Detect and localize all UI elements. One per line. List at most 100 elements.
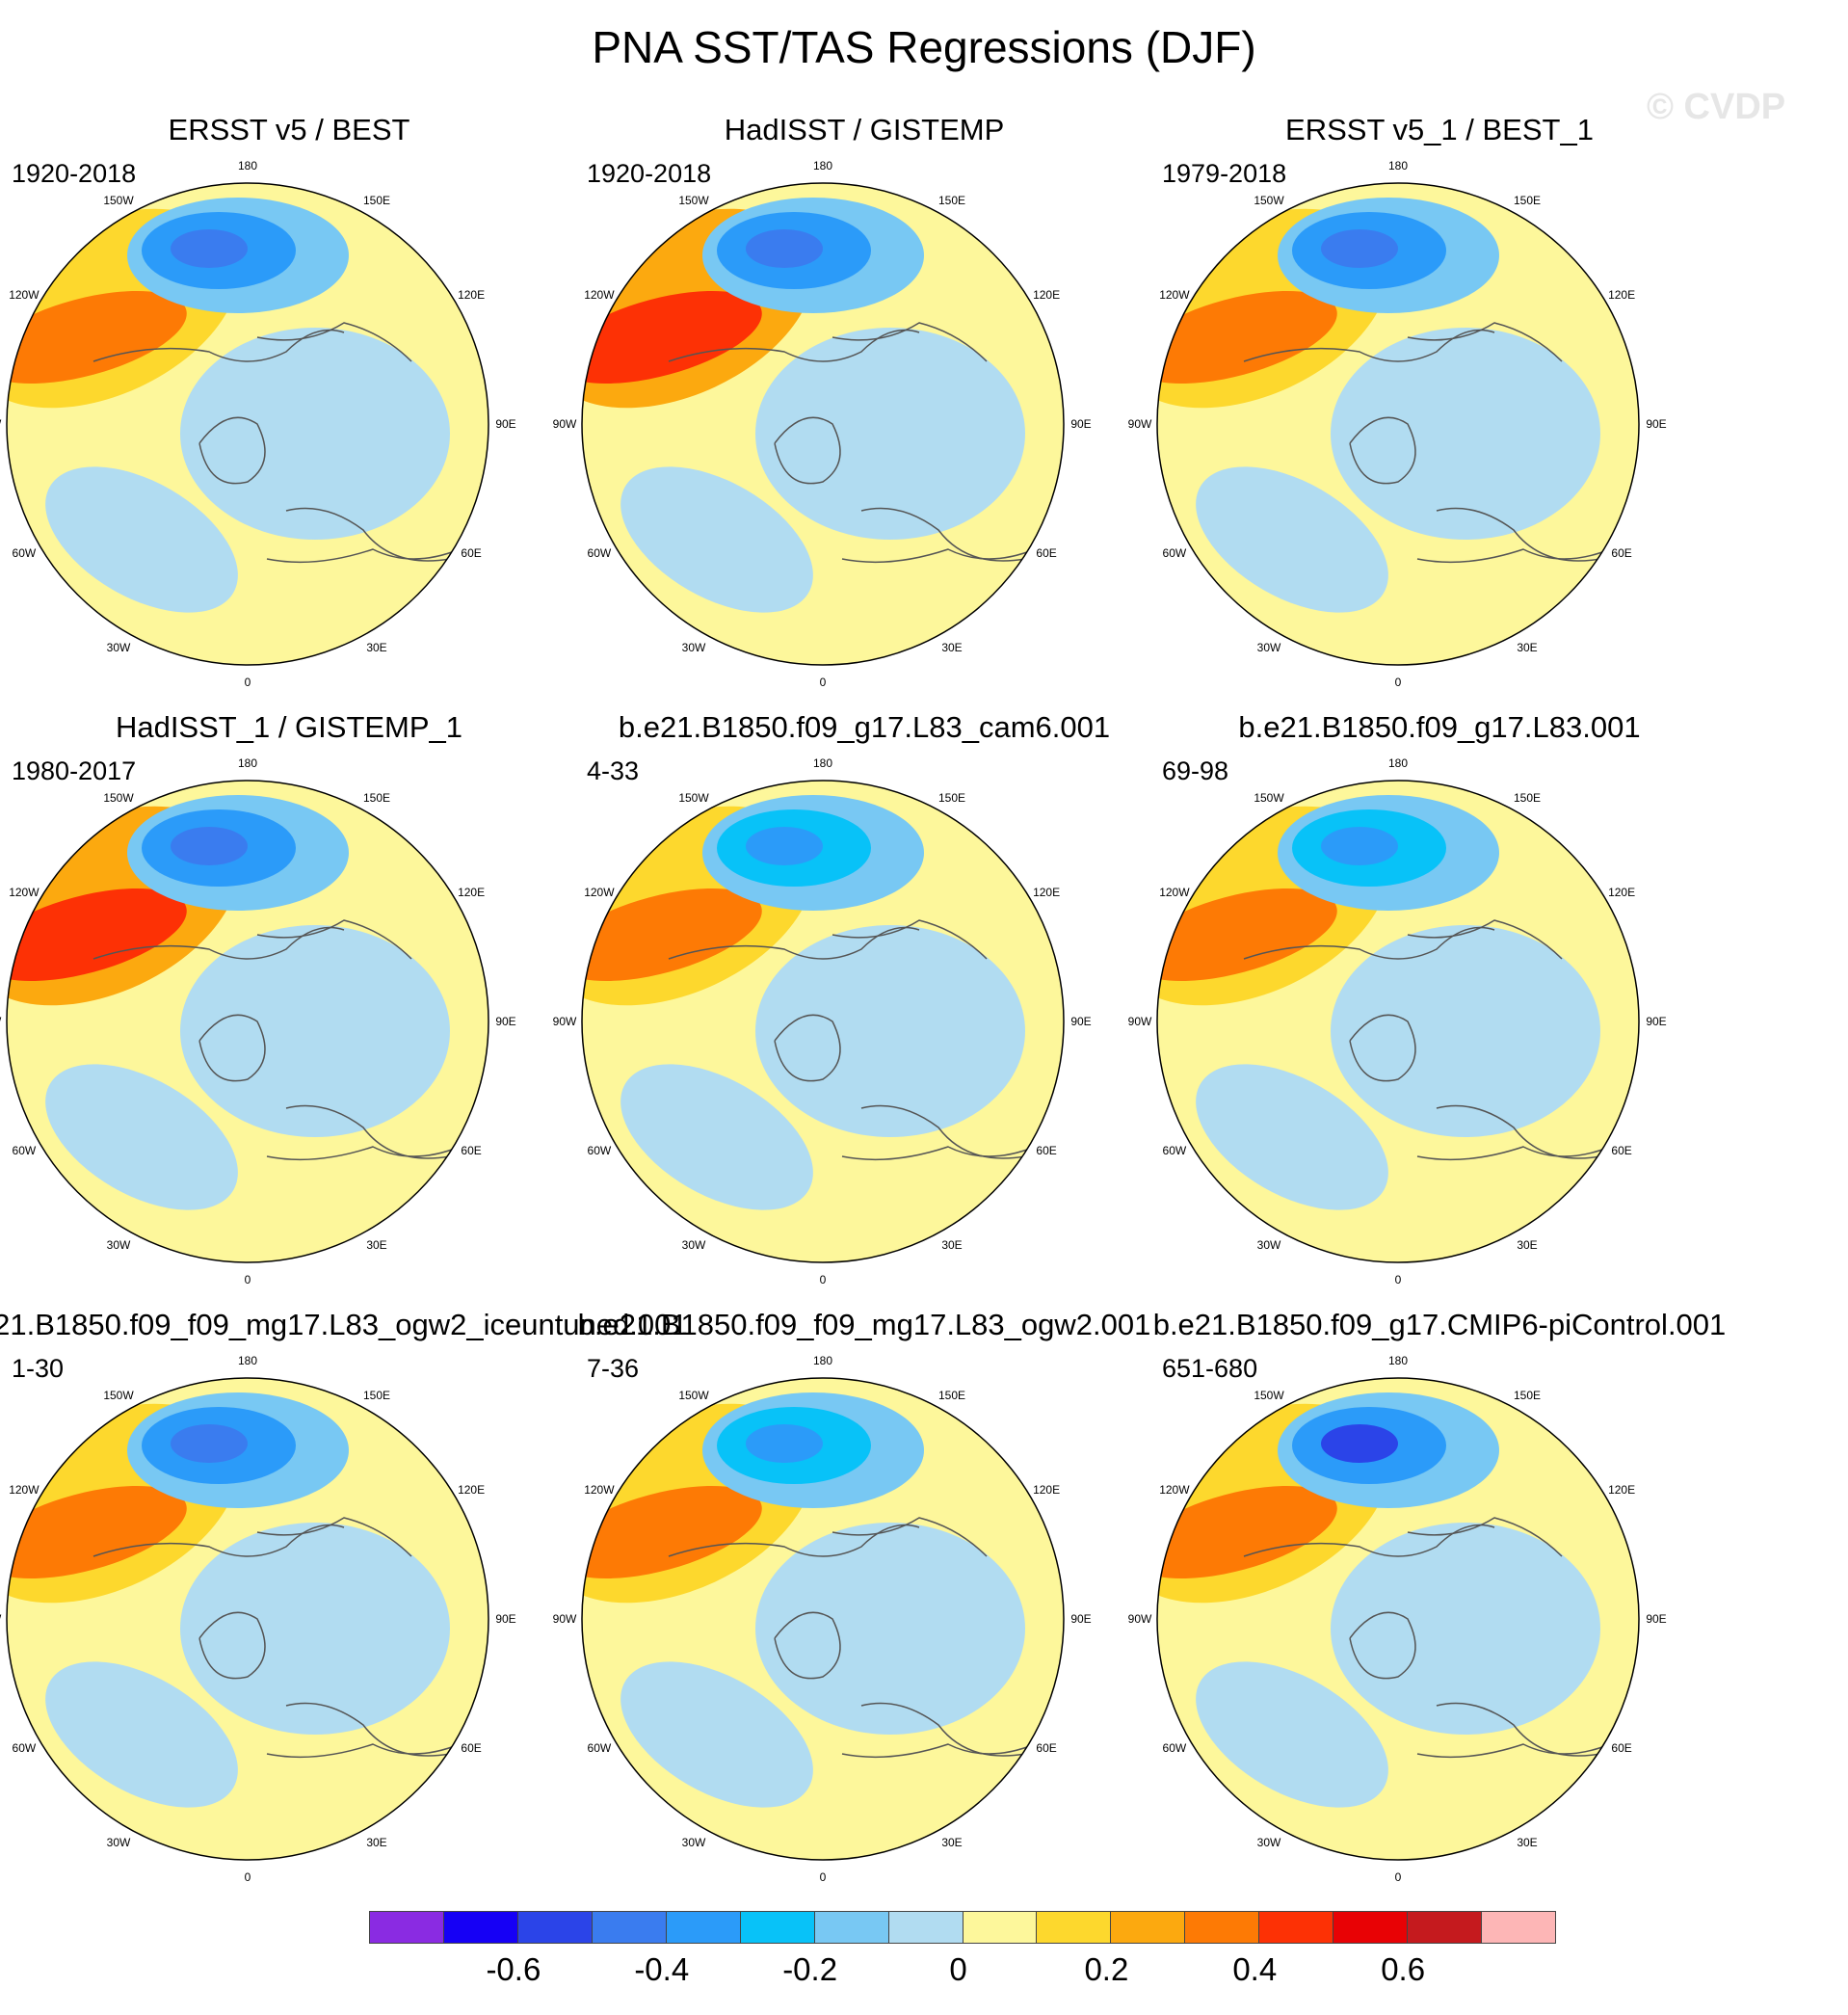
longitude-label: 60E xyxy=(1611,546,1632,560)
longitude-label: 30E xyxy=(1517,1836,1538,1850)
longitude-label: 30W xyxy=(681,1238,706,1253)
longitude-label: 150W xyxy=(678,193,709,207)
longitude-label: 120W xyxy=(584,886,615,899)
coastline xyxy=(198,1014,266,1082)
longitude-label: 60W xyxy=(587,1741,612,1755)
map-border xyxy=(581,1377,1065,1861)
colorbar-box xyxy=(369,1911,444,1944)
polar-map xyxy=(1156,182,1640,666)
longitude-label: 150E xyxy=(362,790,391,805)
longitude-label: 150E xyxy=(1513,193,1542,207)
map-border xyxy=(6,780,489,1263)
longitude-label: 120E xyxy=(1608,288,1636,302)
coastline xyxy=(198,416,266,485)
colorbar-tick-label: -0.2 xyxy=(782,1951,838,1987)
panel-title: b.e21.B1850.f09_g17.L83.001 xyxy=(1238,710,1641,744)
longitude-label: 90W xyxy=(1127,1612,1152,1626)
colorbar-box xyxy=(591,1911,667,1944)
coastline xyxy=(860,507,1026,562)
longitude-label: 30W xyxy=(1256,641,1281,655)
longitude-label: 30W xyxy=(106,641,131,655)
map-border xyxy=(581,182,1065,666)
coastline xyxy=(92,329,345,362)
map-border xyxy=(6,182,489,666)
colorbar-tick-label: 0 xyxy=(949,1951,967,1987)
longitude-label: 90W xyxy=(0,1612,1,1626)
longitude-label: 120E xyxy=(1033,886,1061,899)
colorbar-box xyxy=(1036,1911,1112,1944)
longitude-label: 30E xyxy=(941,641,963,655)
colorbar-box xyxy=(665,1911,741,1944)
coastline xyxy=(1243,926,1495,960)
longitude-label: 60E xyxy=(1036,1144,1057,1157)
coastline xyxy=(668,1524,920,1557)
longitude-label: 150W xyxy=(103,193,134,207)
coastline xyxy=(1349,416,1416,485)
colorbar-box xyxy=(516,1911,593,1944)
longitude-label: 90E xyxy=(1646,1015,1667,1028)
longitude-label: 150E xyxy=(1513,790,1542,805)
longitude-label: 30W xyxy=(106,1836,131,1850)
map-panel: HadISST_1 / GISTEMP_1 1980-2017 180 150E 120… xyxy=(0,710,578,1308)
panel-title: ERSST v5 / BEST xyxy=(168,113,410,146)
longitude-label: 90W xyxy=(552,417,577,431)
longitude-label: 150E xyxy=(362,1388,391,1402)
longitude-label: 0 xyxy=(819,1273,827,1286)
longitude-label: 90E xyxy=(1646,1612,1667,1626)
longitude-label: 30W xyxy=(681,641,706,655)
longitude-label: 120E xyxy=(458,1483,486,1497)
longitude-label: 90E xyxy=(1070,417,1092,431)
colorbar-tick-label: 0.4 xyxy=(1232,1951,1278,1987)
longitude-label: 150W xyxy=(103,790,134,805)
longitude-label: 120W xyxy=(1159,886,1190,899)
map-border xyxy=(1156,780,1640,1263)
longitude-label: 60E xyxy=(461,1144,482,1157)
longitude-label: 120E xyxy=(1033,1483,1061,1497)
longitude-label: 30W xyxy=(1256,1238,1281,1253)
longitude-label: 60W xyxy=(1162,1741,1187,1755)
polar-map xyxy=(581,182,1065,666)
longitude-label: 90W xyxy=(0,1015,1,1028)
longitude-label: 60E xyxy=(1036,546,1057,560)
longitude-label: 180 xyxy=(812,1354,833,1367)
longitude-label: 60W xyxy=(587,1144,612,1157)
longitude-label: 0 xyxy=(1394,1870,1402,1884)
longitude-label: 150W xyxy=(678,1388,709,1402)
longitude-label: 180 xyxy=(1387,1354,1409,1367)
longitude-label: 30E xyxy=(1517,641,1538,655)
coastline xyxy=(1243,329,1495,362)
longitude-label: 150W xyxy=(1254,1388,1284,1402)
coastline xyxy=(285,507,451,562)
longitude-label: 180 xyxy=(812,159,833,172)
coastline xyxy=(668,329,920,362)
longitude-label: 0 xyxy=(819,676,827,689)
panel-title: b.e21.B1850.f09_g17.L83_cam6.001 xyxy=(618,710,1111,744)
panel-years: 1920-2018 xyxy=(587,159,712,188)
panel-title: b.e21.B1850.f09_f09_mg17.L83_ogw2_iceunt… xyxy=(0,1308,688,1341)
coastline xyxy=(832,1517,988,1557)
colorbar-box xyxy=(442,1911,518,1944)
longitude-label: 30E xyxy=(1517,1238,1538,1253)
coastline xyxy=(1436,1702,1601,1757)
longitude-label: 120W xyxy=(9,886,40,899)
coastline xyxy=(841,548,1036,564)
map-panel: b.e21.B1850.f09_f09_mg17.L83_ogw2_iceunt… xyxy=(0,1308,688,1905)
longitude-label: 150E xyxy=(937,193,966,207)
longitude-label: 120E xyxy=(1033,288,1061,302)
longitude-label: 0 xyxy=(819,1870,827,1884)
coastline xyxy=(92,926,345,960)
coastline xyxy=(832,919,988,960)
longitude-label: 120W xyxy=(1159,288,1190,302)
polar-map xyxy=(6,1377,489,1861)
longitude-label: 0 xyxy=(244,676,251,689)
map-panel: HadISST / GISTEMP 1920-2018 180 150E 120E 90E… xyxy=(553,113,1153,710)
coastline xyxy=(841,1146,1036,1161)
longitude-label: 60E xyxy=(1611,1144,1632,1157)
coastline xyxy=(860,1104,1026,1159)
colorbar-box xyxy=(1333,1911,1409,1944)
longitude-label: 150W xyxy=(103,1388,134,1402)
coastline xyxy=(1349,1611,1416,1680)
longitude-label: 90W xyxy=(1127,417,1152,431)
coastline xyxy=(1436,1104,1601,1159)
coastline xyxy=(832,322,988,362)
